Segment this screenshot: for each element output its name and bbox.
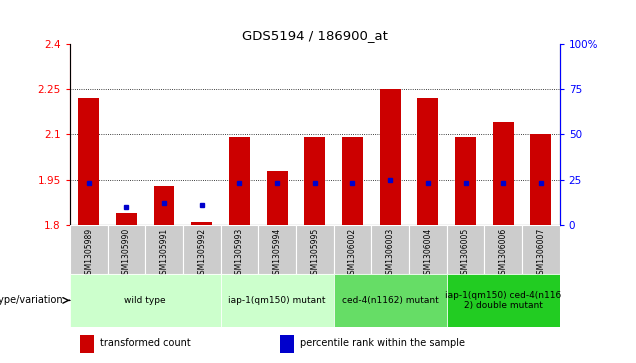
Bar — [305, 137, 325, 225]
Bar — [296, 225, 334, 274]
Text: GSM1306002: GSM1306002 — [348, 228, 357, 279]
Text: GSM1305994: GSM1305994 — [273, 228, 282, 279]
Bar — [493, 122, 513, 225]
Text: iap-1(qm150) mutant: iap-1(qm150) mutant — [228, 296, 326, 305]
Bar — [107, 225, 145, 274]
Bar — [522, 225, 560, 274]
Text: GSM1305993: GSM1305993 — [235, 228, 244, 279]
Text: GSM1306004: GSM1306004 — [424, 228, 432, 279]
Text: GSM1305995: GSM1305995 — [310, 228, 319, 279]
Bar — [80, 335, 94, 353]
Bar — [70, 274, 221, 327]
Text: GSM1306007: GSM1306007 — [536, 228, 545, 279]
Bar — [380, 89, 401, 225]
Text: GSM1305989: GSM1305989 — [85, 228, 93, 279]
Bar — [334, 274, 446, 327]
Bar — [78, 98, 99, 225]
Bar — [455, 137, 476, 225]
Bar — [371, 225, 409, 274]
Text: transformed count: transformed count — [100, 338, 190, 348]
Bar — [116, 213, 137, 225]
Bar — [409, 225, 446, 274]
Bar — [530, 134, 551, 225]
Text: GSM1306006: GSM1306006 — [499, 228, 508, 279]
Text: GSM1306005: GSM1306005 — [461, 228, 470, 279]
Bar — [334, 225, 371, 274]
Bar — [342, 137, 363, 225]
Bar — [145, 225, 183, 274]
Bar — [485, 225, 522, 274]
Bar — [280, 335, 294, 353]
Text: iap-1(qm150) ced-4(n116
2) double mutant: iap-1(qm150) ced-4(n116 2) double mutant — [445, 291, 562, 310]
Text: GSM1305992: GSM1305992 — [197, 228, 206, 279]
Text: GSM1306003: GSM1306003 — [385, 228, 395, 279]
Title: GDS5194 / 186900_at: GDS5194 / 186900_at — [242, 29, 388, 42]
Bar — [70, 225, 107, 274]
Text: percentile rank within the sample: percentile rank within the sample — [300, 338, 465, 348]
Text: GSM1305991: GSM1305991 — [160, 228, 169, 279]
Bar — [221, 274, 334, 327]
Bar — [417, 98, 438, 225]
Text: GSM1305990: GSM1305990 — [122, 228, 131, 279]
Bar — [446, 274, 560, 327]
Bar — [221, 225, 258, 274]
Bar — [191, 222, 212, 225]
Text: ced-4(n1162) mutant: ced-4(n1162) mutant — [342, 296, 439, 305]
Bar — [154, 186, 174, 225]
Text: wild type: wild type — [125, 296, 166, 305]
Bar — [446, 225, 485, 274]
Bar — [229, 137, 250, 225]
Bar — [183, 225, 221, 274]
Text: genotype/variation: genotype/variation — [0, 295, 64, 305]
Bar — [258, 225, 296, 274]
Bar — [266, 171, 287, 225]
